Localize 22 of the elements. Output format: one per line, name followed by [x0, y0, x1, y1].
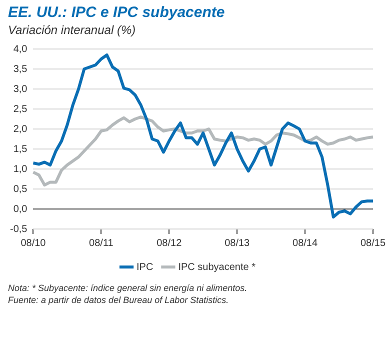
y-tick-label: 0,5 [13, 184, 28, 195]
x-tick-label: 08/12 [156, 238, 182, 249]
x-tick-label: 08/11 [89, 238, 114, 249]
y-tick-label: -0,5 [10, 224, 28, 235]
y-tick-label: 1,0 [13, 164, 28, 175]
y-tick-label: 4,0 [13, 44, 28, 55]
chart-subtitle: Variación interanual (%) [8, 23, 137, 37]
text: Nota: * Subyacente: índice general sin energía ni alimentos. [8, 282, 248, 294]
source-note: Fuente: a partir de datos del Bureau of Labor Statistics. [8, 294, 230, 306]
y-tick-label: 2,0 [13, 124, 28, 135]
chart-title: EE. UU.: IPC e IPC subyacente [8, 4, 226, 21]
y-tick-label: 1,5 [13, 144, 28, 155]
x-tick-label: 08/10 [20, 238, 46, 249]
x-tick-label: 08/15 [360, 238, 386, 249]
y-tick-label: 2,5 [13, 104, 28, 115]
x-tick-label: 08/14 [292, 238, 318, 249]
x-tick-label: 08/13 [224, 238, 250, 249]
y-tick-label: 3,0 [13, 84, 28, 95]
y-tick-label: 3,5 [13, 64, 28, 75]
y-tick-label: 0,0 [13, 204, 28, 215]
legend-label: IPC [136, 262, 154, 273]
legend-label: IPC subyacente * [178, 262, 256, 273]
